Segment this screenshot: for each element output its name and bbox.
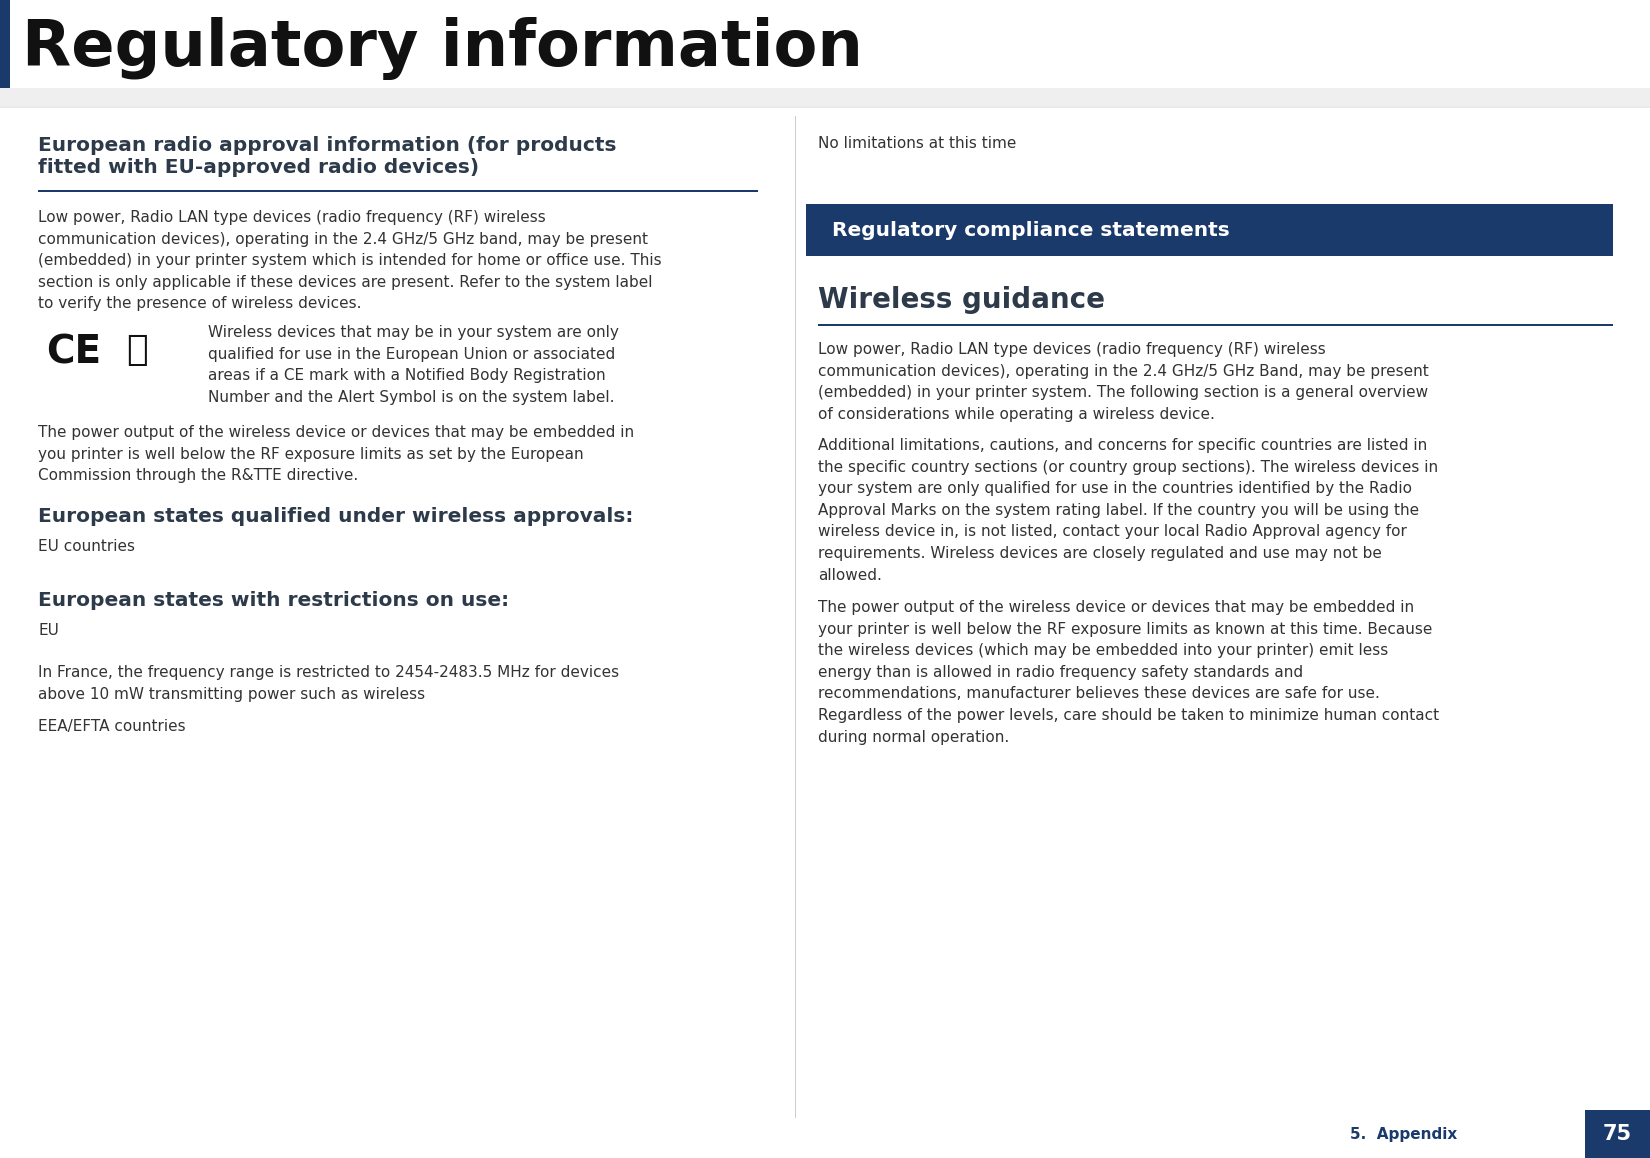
Text: 75: 75 <box>1602 1124 1632 1144</box>
Text: The power output of the wireless device or devices that may be embedded in
you p: The power output of the wireless device … <box>38 425 634 483</box>
Text: Additional limitations, cautions, and concerns for specific countries are listed: Additional limitations, cautions, and co… <box>818 438 1439 582</box>
Bar <box>1586 1111 1650 1158</box>
Text: Ⓘ: Ⓘ <box>125 334 147 367</box>
Text: Wireless devices that may be in your system are only
qualified for use in the Eu: Wireless devices that may be in your sys… <box>208 325 619 405</box>
Text: 5.  Appendix: 5. Appendix <box>1350 1127 1457 1142</box>
Text: fitted with EU-approved radio devices): fitted with EU-approved radio devices) <box>38 157 478 177</box>
Bar <box>0 0 10 88</box>
Bar <box>0 0 1650 88</box>
Text: Regulatory compliance statements: Regulatory compliance statements <box>818 220 1229 240</box>
Text: European radio approval information (for products: European radio approval information (for… <box>38 135 617 155</box>
Text: In France, the frequency range is restricted to 2454-2483.5 MHz for devices
abov: In France, the frequency range is restri… <box>38 665 619 702</box>
Bar <box>805 204 1614 256</box>
Text: EU countries: EU countries <box>38 538 135 554</box>
Bar <box>818 324 1614 325</box>
Text: European states with restrictions on use:: European states with restrictions on use… <box>38 591 510 610</box>
Text: Low power, Radio LAN type devices (radio frequency (RF) wireless
communication d: Low power, Radio LAN type devices (radio… <box>38 210 662 312</box>
Text: EEA/EFTA countries: EEA/EFTA countries <box>38 719 185 734</box>
Text: Wireless guidance: Wireless guidance <box>818 286 1106 314</box>
Text: CE: CE <box>46 334 101 371</box>
Text: European states qualified under wireless approvals:: European states qualified under wireless… <box>38 507 634 526</box>
Text: No limitations at this time: No limitations at this time <box>818 135 1016 151</box>
Bar <box>0 107 1650 108</box>
Bar <box>0 88 1650 107</box>
Text: The power output of the wireless device or devices that may be embedded in
your : The power output of the wireless device … <box>818 600 1439 745</box>
Bar <box>38 190 757 191</box>
Text: Regulatory information: Regulatory information <box>21 17 863 80</box>
Text: EU: EU <box>38 623 59 638</box>
Text: Low power, Radio LAN type devices (radio frequency (RF) wireless
communication d: Low power, Radio LAN type devices (radio… <box>818 342 1429 422</box>
